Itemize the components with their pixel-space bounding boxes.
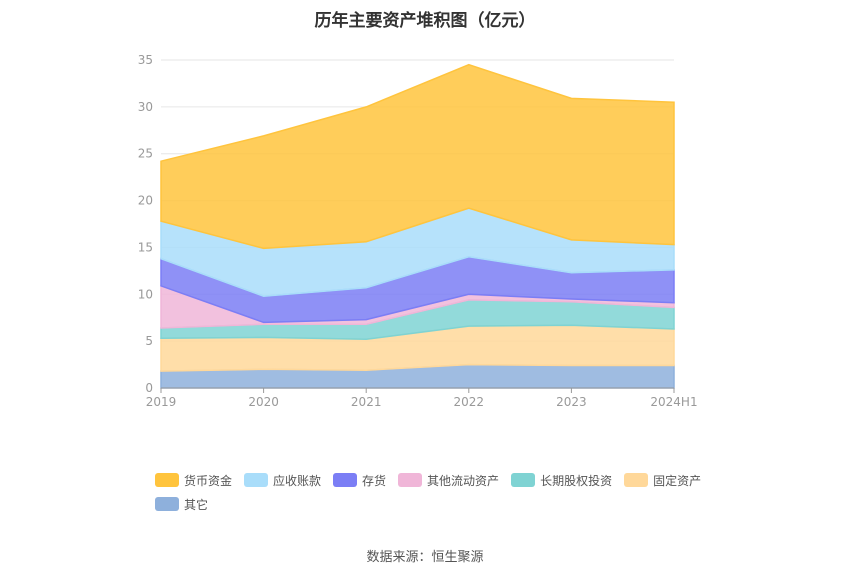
x-tick-label: 2024H1 xyxy=(650,395,697,409)
legend-item[interactable]: 长期股权投资 xyxy=(511,472,612,488)
legend-item[interactable]: 货币资金 xyxy=(155,472,232,488)
legend-swatch xyxy=(624,473,649,487)
legend-label: 货币资金 xyxy=(184,473,233,488)
y-tick-label: 5 xyxy=(145,334,153,348)
legend-label: 存货 xyxy=(362,473,387,488)
x-tick-label: 2020 xyxy=(248,395,279,409)
y-tick-label: 35 xyxy=(138,53,153,67)
chart-title: 历年主要资产堆积图（亿元） xyxy=(314,11,536,31)
y-tick-label: 10 xyxy=(138,287,153,301)
y-tick-label: 20 xyxy=(138,194,153,208)
data-source: 数据来源：恒生聚源 xyxy=(366,550,484,565)
legend-label: 其他流动资产 xyxy=(427,473,500,488)
legend-item[interactable]: 其他流动资产 xyxy=(398,472,499,488)
legend-swatch xyxy=(155,473,179,487)
x-tick-label: 2022 xyxy=(454,395,485,409)
y-tick-label: 0 xyxy=(145,381,153,395)
legend-label: 应收账款 xyxy=(273,473,322,488)
legend-item[interactable]: 应收账款 xyxy=(244,472,321,488)
x-tick-label: 2019 xyxy=(146,395,177,409)
x-tick-label: 2021 xyxy=(351,395,382,409)
legend-swatch xyxy=(244,473,269,487)
legend-label: 长期股权投资 xyxy=(540,473,613,488)
y-tick-label: 15 xyxy=(138,240,153,254)
legend-swatch xyxy=(155,497,179,511)
legend-swatch xyxy=(398,473,423,487)
y-tick-label: 30 xyxy=(138,100,153,114)
x-tick-label: 2023 xyxy=(556,395,587,409)
legend-label: 固定资产 xyxy=(653,473,702,488)
stacked-area-chart: 0 5 10 15 20 25 30 35 2019 2020 2021 2022 2023 2024H1 xyxy=(138,53,698,409)
area-series xyxy=(160,63,675,250)
legend-item[interactable]: 其它 xyxy=(155,496,208,512)
legend-item[interactable]: 固定资产 xyxy=(624,472,701,488)
legend-item[interactable]: 存货 xyxy=(333,472,386,488)
y-tick-label: 25 xyxy=(138,147,153,161)
legend-swatch xyxy=(333,473,358,487)
legend-swatch xyxy=(511,473,536,487)
chart-legend: 货币资金 应收账款 存货 其他流动资产 长期股权投资 固定资产其它 xyxy=(155,472,715,512)
legend-label: 其它 xyxy=(184,497,209,512)
